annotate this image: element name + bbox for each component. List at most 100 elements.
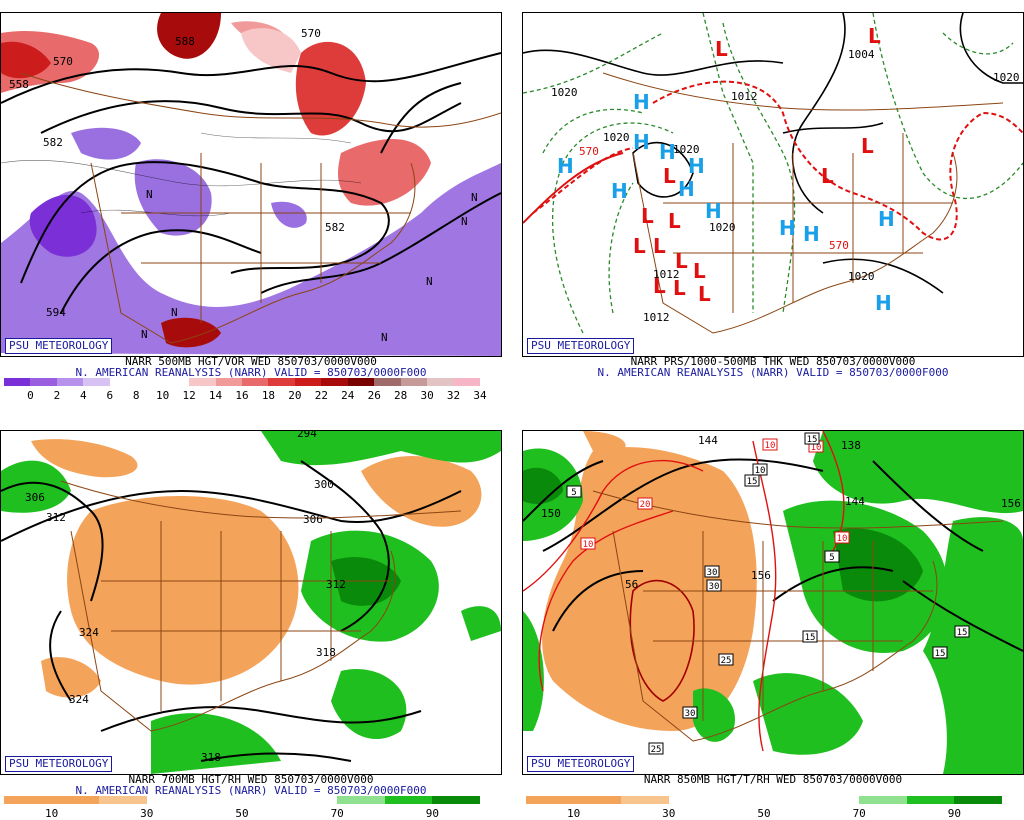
colorbar-swatch: [56, 378, 84, 386]
colorbar-tick-label: 30: [662, 807, 676, 820]
low-marker: L: [868, 24, 881, 48]
high-marker: H: [659, 140, 676, 164]
isobar-label: 1020: [673, 143, 700, 156]
colorbar-swatch: [51, 796, 100, 804]
colorbar-swatch: [621, 796, 669, 804]
high-marker: H: [878, 207, 895, 231]
caption-valid: N. AMERICAN REANALYSIS (NARR) VALID = 85…: [75, 784, 427, 797]
high-marker: H: [633, 90, 650, 114]
caption-title: NARR 500MB HGT/VOR WED 850703/0000V000: [125, 355, 377, 368]
colorbar-swatch: [99, 796, 147, 804]
map-pressure: 1020 1020 1012 1004 1020 1012 1020 570 5…: [522, 12, 1024, 357]
isobar-label: 1020: [551, 86, 578, 99]
colorbar-tick-label: 30: [140, 807, 154, 820]
boxed-label-frame: [706, 579, 722, 592]
contour-label: 318: [316, 646, 336, 659]
contour-label: 324: [79, 626, 99, 639]
colorbar: [526, 796, 1002, 804]
contour-label: 558: [9, 78, 29, 91]
boxed-label: 5: [829, 553, 834, 563]
colorbar-swatch: [241, 378, 269, 386]
colorbar-swatch: [427, 378, 454, 386]
contour-label: 156: [1001, 497, 1021, 510]
map-850mb-svg: 150 144 138 144 156 156 56 510 1015151515…: [523, 431, 1023, 774]
colorbar-tick-label: 8: [132, 389, 140, 402]
colorbar-tick-label: 18: [261, 389, 276, 402]
psu-logo: PSU METEOROLOGY: [527, 338, 635, 354]
colorbar-swatch: [4, 796, 52, 804]
isobar-label: 1020: [993, 71, 1020, 84]
colorbar-swatch: [136, 378, 163, 386]
boxed-label: 10: [755, 466, 766, 476]
contour-label: 56: [625, 578, 638, 591]
colorbar-tick-label: 50: [235, 807, 249, 820]
boxed-label: 15: [807, 435, 818, 445]
contour-label: 144: [698, 434, 718, 447]
low-marker: L: [653, 234, 666, 258]
colorbar-tick-label: 12: [182, 389, 196, 402]
colorbar-swatch: [400, 378, 427, 386]
high-marker: H: [803, 222, 820, 246]
colorbar-swatch: [811, 796, 860, 804]
boxed-label-frame: [834, 531, 850, 544]
colorbar-swatch: [194, 796, 242, 804]
colorbar-tick-label: 32: [446, 389, 461, 402]
high-marker: H: [688, 154, 705, 178]
low-marker: L: [821, 164, 834, 188]
colorbar-tick-label: 24: [341, 389, 355, 402]
boxed-label-frame: [824, 550, 840, 563]
contour-label: 306: [25, 491, 45, 504]
contour-label: 150: [541, 507, 561, 520]
colorbar-swatch: [906, 796, 955, 804]
colorbar-tick-label: 34: [473, 389, 487, 402]
contour-label: 570: [301, 27, 321, 40]
low-marker: L: [668, 209, 681, 233]
colorbar-ticks: 10 30 50 70 90: [526, 807, 1002, 820]
colorbar-swatch: [215, 378, 242, 386]
colorbar: [4, 378, 480, 386]
contour-label: 588: [175, 35, 195, 48]
boxed-label: 15: [935, 649, 946, 659]
colorbar-tick-label: 10: [44, 807, 59, 820]
low-marker: L: [633, 234, 646, 258]
map-500mb-svg: 558 570 582 594 582 588 570 N N N N N N …: [1, 13, 501, 356]
contour-label: 570: [53, 55, 73, 68]
contour-label: 138: [841, 439, 861, 452]
colorbar-swatch: [859, 796, 907, 804]
vort-min-marker: N: [141, 328, 148, 341]
boxed-label-frame: [932, 646, 948, 659]
caption-valid: N. AMERICAN REANALYSIS (NARR) VALID = 85…: [75, 366, 427, 379]
colorbar-swatch: [162, 378, 190, 386]
high-marker: H: [875, 291, 892, 315]
contour-label: 318: [201, 751, 221, 764]
boxed-label: 10: [765, 441, 776, 451]
boxed-label-frame: [752, 463, 768, 476]
low-marker: L: [673, 276, 686, 300]
isobar-label: 1012: [731, 90, 758, 103]
colorbar-tick-label: 2: [53, 389, 61, 402]
isobar-label: 1020: [603, 131, 630, 144]
psu-logo: PSU METEOROLOGY: [527, 756, 635, 772]
colorbar-tick-label: 70: [852, 807, 866, 820]
low-marker: L: [675, 249, 688, 273]
boxed-label: 15: [957, 628, 968, 638]
colorbar-swatch: [321, 378, 348, 386]
boxed-label-frame: [762, 438, 778, 451]
boxed-label: 5: [571, 488, 576, 498]
colorbar-swatch: [146, 796, 195, 804]
vort-min-marker: N: [171, 306, 178, 319]
psu-logo: PSU METEOROLOGY: [5, 756, 113, 772]
boxed-label-frame: [804, 432, 820, 445]
colorbar-swatch: [109, 378, 137, 386]
colorbar-tick-label: 10: [566, 807, 581, 820]
colorbar-tick-label: 22: [314, 389, 328, 402]
isobar-label: 1020: [848, 270, 875, 283]
low-marker: L: [653, 274, 666, 298]
isobar-label: 1004: [848, 48, 875, 61]
contour-label: 300: [314, 478, 334, 491]
colorbar-swatch: [268, 378, 295, 386]
high-marker: H: [779, 216, 796, 240]
vort-min-marker: N: [426, 275, 433, 288]
colorbar-swatch: [289, 796, 338, 804]
